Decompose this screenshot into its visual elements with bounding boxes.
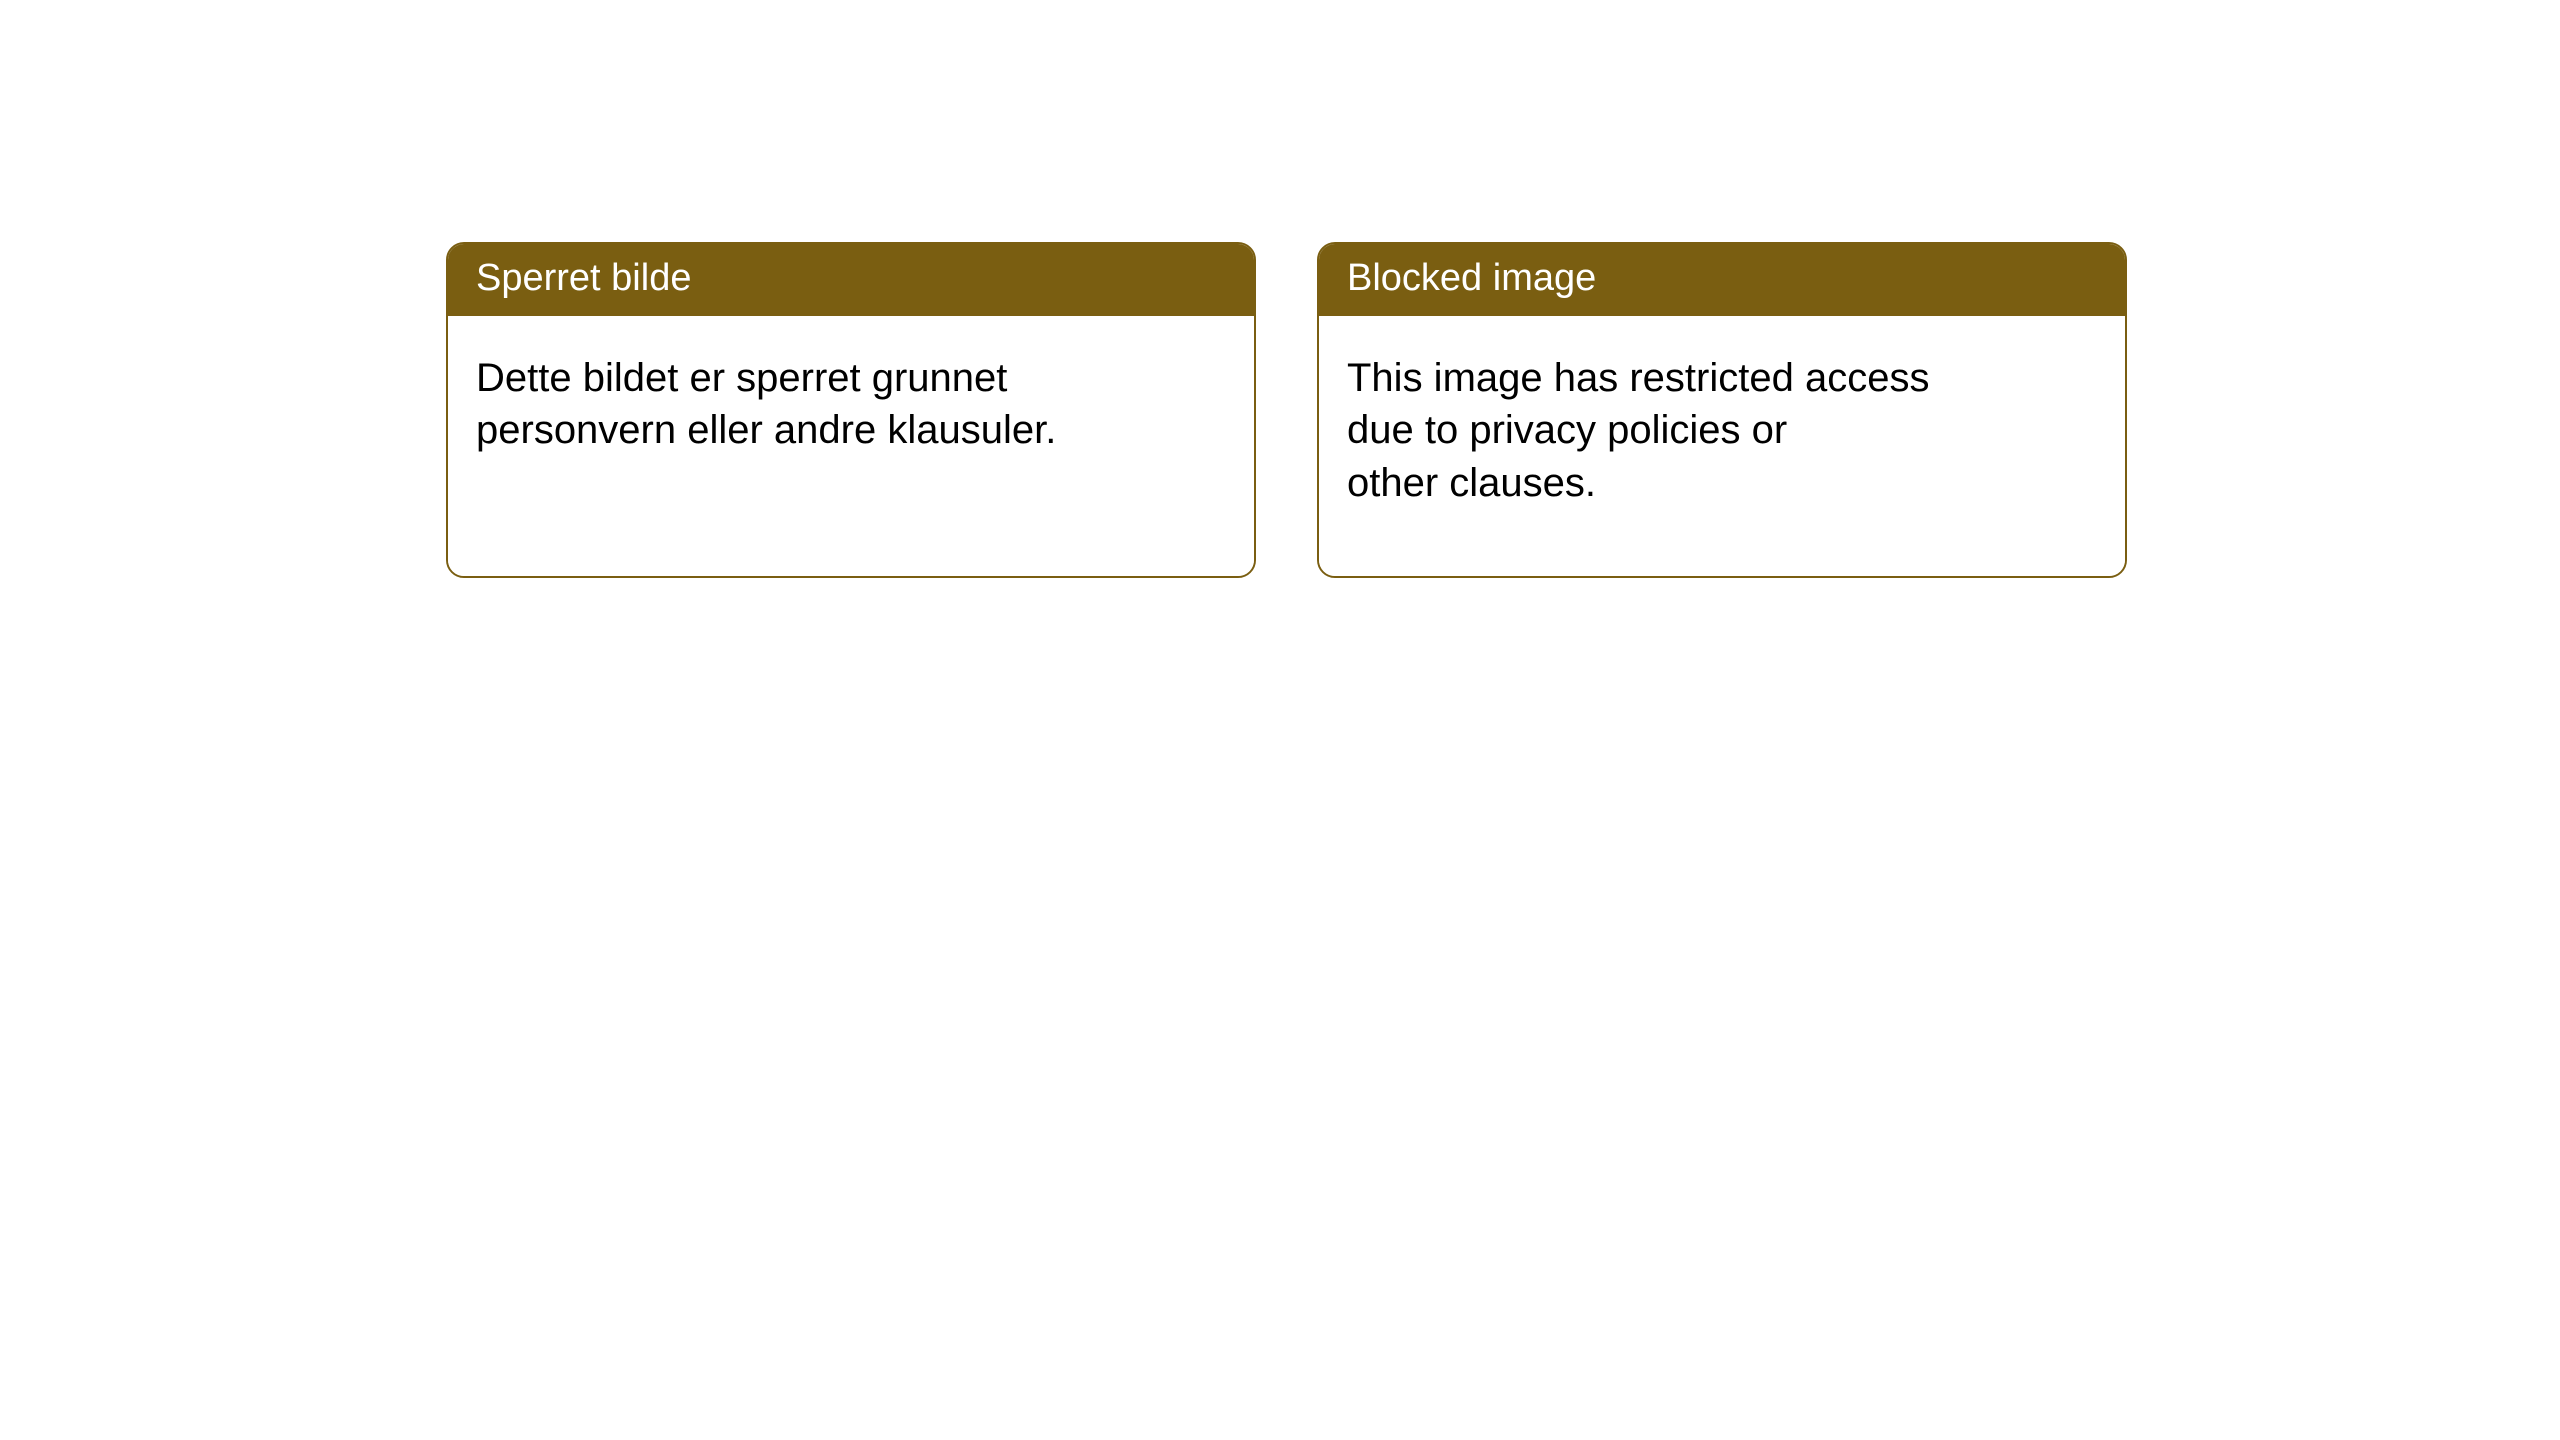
notice-card-norwegian: Sperret bilde Dette bildet er sperret gr… <box>446 242 1256 578</box>
card-title: Blocked image <box>1347 257 1596 299</box>
notice-card-english: Blocked image This image has restricted … <box>1317 242 2127 578</box>
card-body: Dette bildet er sperret grunnet personve… <box>448 316 1254 576</box>
card-body: This image has restricted access due to … <box>1319 316 2125 576</box>
card-body-text: This image has restricted access due to … <box>1347 352 2097 510</box>
card-header: Sperret bilde <box>448 244 1254 316</box>
card-title: Sperret bilde <box>476 257 691 299</box>
card-header: Blocked image <box>1319 244 2125 316</box>
notice-cards-row: Sperret bilde Dette bildet er sperret gr… <box>446 242 2127 578</box>
card-body-text: Dette bildet er sperret grunnet personve… <box>476 352 1226 458</box>
